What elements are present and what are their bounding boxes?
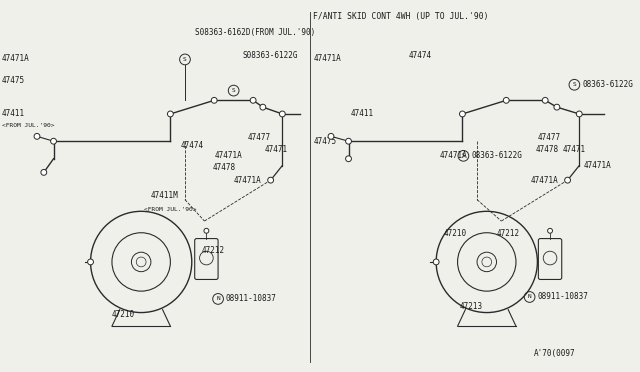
Text: 08363-6122G: 08363-6122G — [582, 80, 633, 89]
Text: 47474: 47474 — [409, 51, 432, 60]
Circle shape — [548, 228, 552, 233]
Circle shape — [211, 97, 217, 103]
Text: 47471A: 47471A — [314, 54, 341, 63]
Text: 47471: 47471 — [265, 144, 288, 154]
Text: S: S — [573, 82, 576, 87]
Text: S: S — [183, 57, 187, 62]
Text: <FROM JUL.'90>: <FROM JUL.'90> — [144, 207, 196, 212]
Text: 47212: 47212 — [497, 229, 520, 238]
Text: 47475: 47475 — [2, 76, 25, 85]
Circle shape — [346, 156, 351, 162]
Circle shape — [204, 228, 209, 233]
Text: N: N — [216, 296, 220, 301]
Text: 47411: 47411 — [351, 109, 374, 118]
Circle shape — [260, 104, 266, 110]
Text: S08363-6162D(FROM JUL.'90): S08363-6162D(FROM JUL.'90) — [195, 28, 315, 37]
Text: S08363-6122G: S08363-6122G — [243, 51, 298, 60]
Circle shape — [433, 259, 439, 265]
Circle shape — [51, 138, 56, 144]
Circle shape — [542, 97, 548, 103]
Text: <FROM JUL.'90>: <FROM JUL.'90> — [2, 123, 54, 128]
Text: S: S — [461, 153, 465, 158]
Circle shape — [280, 111, 285, 117]
Circle shape — [41, 170, 47, 175]
Text: 47411: 47411 — [2, 109, 25, 118]
Circle shape — [564, 177, 570, 183]
Circle shape — [34, 134, 40, 139]
Text: 08911-10837: 08911-10837 — [538, 292, 588, 301]
Text: 47477: 47477 — [247, 133, 271, 142]
Text: F/ANTI SKID CONT 4WH (UP TO JUL.'90): F/ANTI SKID CONT 4WH (UP TO JUL.'90) — [314, 12, 489, 21]
Text: 47210: 47210 — [444, 229, 467, 238]
Circle shape — [250, 97, 256, 103]
Circle shape — [88, 259, 93, 265]
Text: 47471: 47471 — [563, 144, 586, 154]
Text: 47478: 47478 — [212, 163, 236, 172]
Text: 47474: 47474 — [181, 141, 204, 150]
Circle shape — [554, 104, 560, 110]
Circle shape — [503, 97, 509, 103]
Text: S: S — [232, 88, 236, 93]
Text: 47471A: 47471A — [440, 151, 468, 160]
Text: 47471A: 47471A — [584, 161, 612, 170]
Text: 47471A: 47471A — [234, 176, 261, 185]
Text: 47471A: 47471A — [2, 54, 29, 63]
Circle shape — [346, 138, 351, 144]
Text: A'70(0097: A'70(0097 — [534, 349, 575, 358]
Circle shape — [460, 111, 465, 117]
Text: 47213: 47213 — [460, 302, 483, 311]
Circle shape — [577, 111, 582, 117]
Text: 47478: 47478 — [536, 144, 559, 154]
Circle shape — [328, 134, 334, 139]
Circle shape — [268, 177, 273, 183]
Text: 47210: 47210 — [112, 310, 135, 319]
Text: 47411M: 47411M — [151, 191, 179, 200]
Text: N: N — [528, 295, 531, 299]
Text: 47471A: 47471A — [531, 176, 558, 185]
Circle shape — [168, 111, 173, 117]
Text: 08911-10837: 08911-10837 — [226, 294, 276, 304]
Text: 47475: 47475 — [314, 137, 337, 146]
Text: 47212: 47212 — [202, 246, 225, 255]
Text: 47477: 47477 — [538, 133, 561, 142]
Text: 08363-6122G: 08363-6122G — [471, 151, 522, 160]
Text: 47471A: 47471A — [214, 151, 242, 160]
